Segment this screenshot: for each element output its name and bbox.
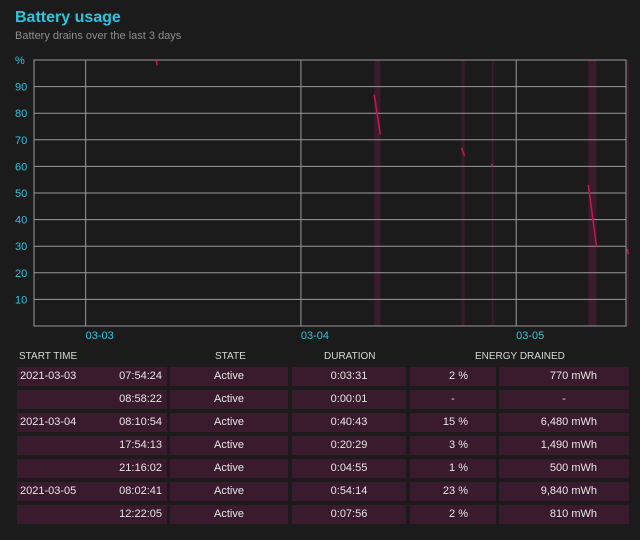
- y-tick-label: 10: [15, 294, 27, 306]
- series-line: [587, 184, 598, 247]
- series-line: [626, 248, 630, 255]
- duration-cell: 0:04:55: [292, 459, 406, 478]
- state-cell: Active: [170, 459, 288, 478]
- state-cell: Active: [170, 413, 288, 432]
- page-title: Battery usage: [15, 9, 121, 26]
- y-tick-label: 80: [15, 108, 27, 120]
- header-start-time: START TIME: [19, 351, 78, 362]
- table-header: START TIME STATE DURATION ENERGY DRAINED: [0, 351, 640, 365]
- energy-cell: 1,490 mWh: [499, 436, 629, 455]
- duration-cell: 0:40:43: [292, 413, 406, 432]
- battery-chart: 10 20 30 40 50 60 70 80 90% 03-03 03-04 03-05: [0, 50, 640, 350]
- state-cell: Active: [170, 367, 288, 386]
- series-line: [155, 59, 158, 66]
- state-cell: Active: [170, 482, 288, 501]
- energy-cell: 500 mWh: [499, 459, 629, 478]
- table-row[interactable]: 2021-03-05 08:02:41 Active 0:54:14 23 % 9,840…: [0, 481, 640, 504]
- energy-cell: 6,480 mWh: [499, 413, 629, 432]
- start-time: 08:02:41: [119, 485, 162, 497]
- percent-cell: -: [410, 390, 496, 409]
- y-tick-label: 60: [15, 161, 27, 173]
- duration-cell: 0:20:29: [292, 436, 406, 455]
- start-time-cell: 2021-03-03 07:54:24: [17, 367, 167, 386]
- battery-chart-svg: 10 20 30 40 50 60 70 80 90% 03-03 03-04 03-05: [15, 55, 630, 342]
- start-time-cell: 2021-03-05 08:02:41: [17, 482, 167, 501]
- start-time: 17:54:13: [119, 439, 162, 451]
- start-time: 07:54:24: [119, 370, 162, 382]
- y-tick-label: 30: [15, 241, 27, 253]
- x-tick-label: 03-03: [86, 330, 114, 342]
- table-row[interactable]: 12:22:05 Active 0:07:56 2 % 810 mWh: [0, 504, 640, 527]
- usage-table: 2021-03-03 07:54:24 Active 0:03:31 2 % 770 mW…: [0, 366, 640, 527]
- energy-cell: -: [499, 390, 629, 409]
- header-duration: DURATION: [324, 351, 376, 362]
- y-tick-label: 90: [15, 82, 27, 94]
- start-date: 2021-03-05: [20, 485, 77, 497]
- header-energy-drained: ENERGY DRAINED: [475, 351, 565, 362]
- start-time-cell: 21:16:02: [17, 459, 167, 478]
- duration-cell: 0:00:01: [292, 390, 406, 409]
- duration-cell: 0:07:56: [292, 505, 406, 524]
- percent-cell: 2 %: [410, 367, 496, 386]
- start-date: 2021-03-04: [20, 416, 77, 428]
- energy-cell: 770 mWh: [499, 367, 629, 386]
- y-tick-label: 50: [15, 188, 27, 200]
- table-row[interactable]: 2021-03-04 08:10:54 Active 0:40:43 15 % 6,480…: [0, 412, 640, 435]
- start-time: 08:10:54: [119, 416, 162, 428]
- page-subtitle: Battery drains over the last 3 days: [15, 30, 182, 42]
- series-line: [373, 94, 382, 135]
- percent-cell: 3 %: [410, 436, 496, 455]
- start-time: 12:22:05: [119, 508, 162, 520]
- table-row[interactable]: 17:54:13 Active 0:20:29 3 % 1,490 mWh: [0, 435, 640, 458]
- x-tick-label: 03-04: [301, 330, 329, 342]
- active-band: [627, 60, 630, 326]
- y-tick-label: 40: [15, 215, 27, 227]
- state-cell: Active: [170, 390, 288, 409]
- y-axis-label: %: [15, 55, 25, 67]
- start-time: 21:16:02: [119, 462, 162, 474]
- y-tick-label: 70: [15, 135, 27, 147]
- start-time-cell: 2021-03-04 08:10:54: [17, 413, 167, 432]
- start-time-cell: 17:54:13: [17, 436, 167, 455]
- header-state: STATE: [215, 351, 246, 362]
- start-time-cell: 12:22:05: [17, 505, 167, 524]
- percent-cell: 15 %: [410, 413, 496, 432]
- duration-cell: 0:54:14: [292, 482, 406, 501]
- energy-cell: 9,840 mWh: [499, 482, 629, 501]
- series-line: [490, 163, 494, 167]
- duration-cell: 0:03:31: [292, 367, 406, 386]
- state-cell: Active: [170, 436, 288, 455]
- energy-cell: 810 mWh: [499, 505, 629, 524]
- state-cell: Active: [170, 505, 288, 524]
- plot-border: [33, 59, 627, 327]
- x-tick-label: 03-05: [516, 330, 544, 342]
- percent-cell: 2 %: [410, 505, 496, 524]
- series-line: [460, 147, 466, 157]
- percent-cell: 1 %: [410, 459, 496, 478]
- table-row[interactable]: 08:58:22 Active 0:00:01- -: [0, 389, 640, 412]
- table-row[interactable]: 21:16:02 Active 0:04:55 1 % 500 mWh: [0, 458, 640, 481]
- start-time-cell: 08:58:22: [17, 390, 167, 409]
- start-time: 08:58:22: [119, 393, 162, 405]
- table-row[interactable]: 2021-03-03 07:54:24 Active 0:03:31 2 % 770 mW…: [0, 366, 640, 389]
- start-date: 2021-03-03: [20, 370, 77, 382]
- y-tick-label: 20: [15, 268, 27, 280]
- percent-cell: 23 %: [410, 482, 496, 501]
